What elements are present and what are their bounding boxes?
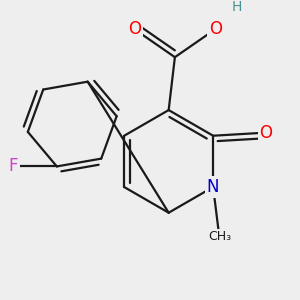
Text: O: O bbox=[128, 20, 141, 38]
Text: O: O bbox=[209, 20, 222, 38]
Text: O: O bbox=[260, 124, 272, 142]
Text: F: F bbox=[8, 158, 18, 175]
Text: CH₃: CH₃ bbox=[208, 230, 231, 243]
Text: H: H bbox=[232, 0, 242, 14]
Text: N: N bbox=[207, 178, 219, 196]
